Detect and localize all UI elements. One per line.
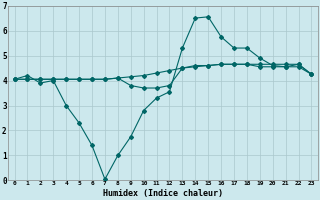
X-axis label: Humidex (Indice chaleur): Humidex (Indice chaleur) bbox=[103, 189, 223, 198]
